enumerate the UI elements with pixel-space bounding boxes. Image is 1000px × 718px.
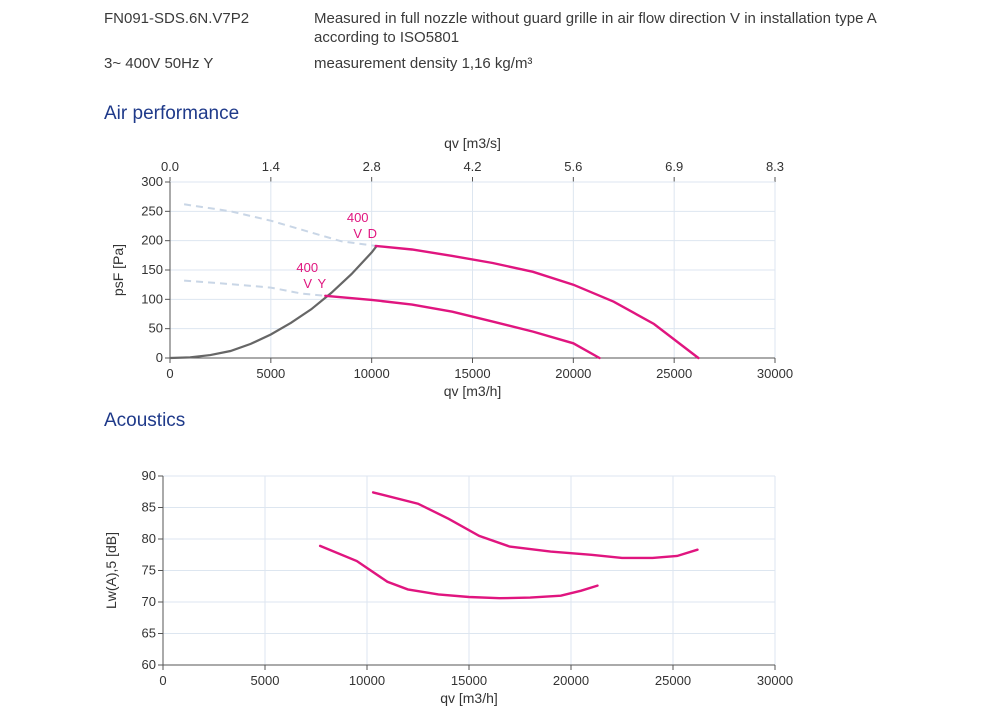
- chart1-x-label: qv [m3/h]: [444, 383, 502, 399]
- chart1-x2tick-label: 1.4: [262, 159, 280, 174]
- chart2-ytick-label: 90: [142, 468, 156, 483]
- header-model: FN091-SDS.6N.V7P2: [104, 10, 250, 27]
- chart1-x2tick-label: 5.6: [564, 159, 582, 174]
- chart1-xtick-label: 25000: [656, 366, 692, 381]
- chart1-xtick-label: 20000: [555, 366, 591, 381]
- chart1-y-label: psF [Pa]: [110, 244, 126, 296]
- chart1-series-line: [324, 294, 601, 360]
- chart1-system-curve: [169, 245, 378, 360]
- chart1-ytick-label: 300: [141, 174, 163, 189]
- chart2-xtick-label: 25000: [655, 673, 691, 688]
- chart1-series-line: [374, 244, 700, 360]
- chart1-x2tick-label: 0.0: [161, 159, 179, 174]
- chart1-x2tick-label: 4.2: [463, 159, 481, 174]
- header-supply: 3~ 400V 50Hz Y: [104, 55, 214, 72]
- chart1-dashed-extension: [184, 279, 326, 297]
- chart2-ytick-label: 60: [142, 657, 156, 672]
- air-performance-title: Air performance: [104, 103, 240, 124]
- chart1-ytick-label: 150: [141, 262, 163, 277]
- chart2-ytick-label: 85: [142, 500, 156, 515]
- chart2-ytick-label: 80: [142, 531, 156, 546]
- chart1-ytick-label: 50: [149, 321, 163, 336]
- chart1-xtick-label: 15000: [454, 366, 490, 381]
- chart2-xtick-label: 5000: [251, 673, 280, 688]
- chart1-dashed-extension: [183, 203, 376, 247]
- chart1-x2tick-label: 6.9: [665, 159, 683, 174]
- chart1-xtick-label: 30000: [757, 366, 793, 381]
- chart2-series-line: [318, 544, 599, 600]
- header-density: measurement density 1,16 kg/m³: [314, 55, 533, 72]
- chart1-ytick-label: 200: [141, 233, 163, 248]
- chart1-ytick-label: 100: [141, 291, 163, 306]
- chart2-x-label: qv [m3/h]: [440, 690, 498, 706]
- chart2-series-line: [371, 491, 699, 560]
- chart2-xtick-label: 15000: [451, 673, 487, 688]
- chart2-ytick-label: 70: [142, 594, 156, 609]
- chart1-series-label: V D: [353, 226, 378, 241]
- chart2-ytick-label: 65: [142, 626, 156, 641]
- header-description: Measured in full nozzle without guard gr…: [314, 10, 876, 46]
- chart2-y-label: Lw(A),5 [dB]: [103, 532, 119, 609]
- chart1-x2-label: qv [m3/s]: [444, 135, 501, 151]
- chart2-xtick-label: 30000: [757, 673, 793, 688]
- chart2-ytick-label: 75: [142, 563, 156, 578]
- chart1-series-label: 400: [347, 210, 369, 225]
- chart1-ytick-label: 250: [141, 203, 163, 218]
- chart2-xtick-label: 10000: [349, 673, 385, 688]
- chart1-xtick-label: 10000: [354, 366, 390, 381]
- chart1-xtick-label: 5000: [256, 366, 285, 381]
- chart2-xtick-label: 20000: [553, 673, 589, 688]
- chart1-ytick-label: 0: [156, 350, 163, 365]
- acoustics-title: Acoustics: [104, 410, 186, 431]
- chart1-series-label: V Y: [303, 276, 327, 291]
- chart1-x2tick-label: 8.3: [766, 159, 784, 174]
- chart1-xtick-label: 0: [166, 366, 173, 381]
- chart2-xtick-label: 0: [159, 673, 166, 688]
- chart1-series-label: 400: [296, 260, 318, 275]
- chart1-x2tick-label: 2.8: [363, 159, 381, 174]
